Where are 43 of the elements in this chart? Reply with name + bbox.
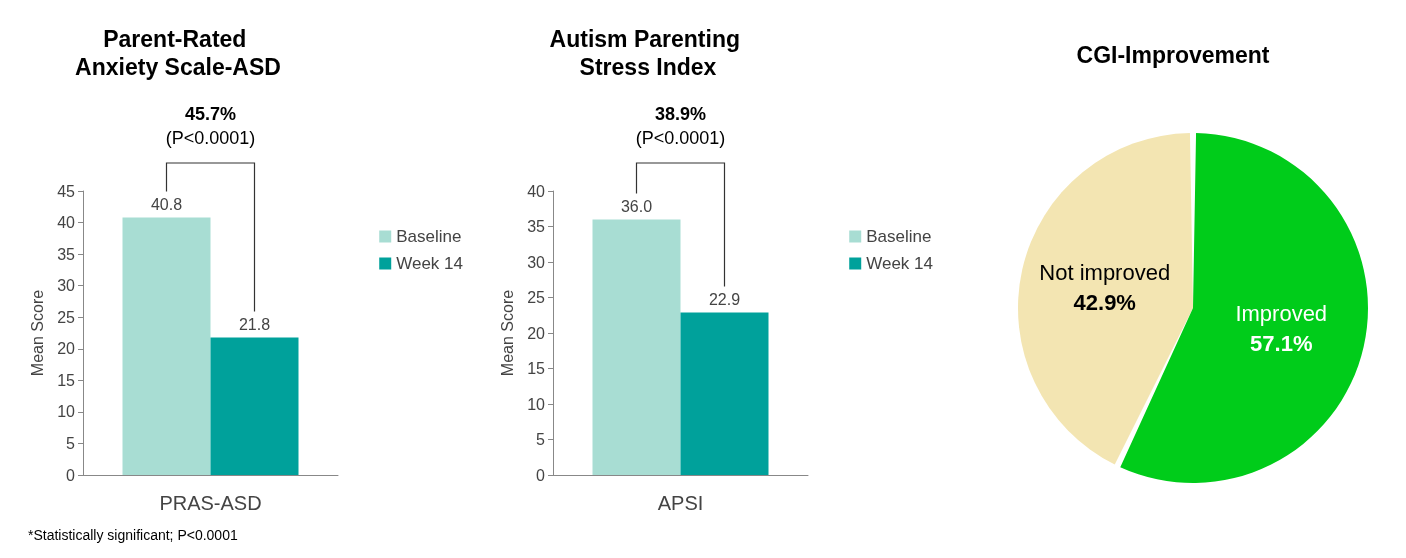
y-axis-title: Mean Score [498, 289, 516, 377]
y-tick-label: 30 [527, 253, 546, 271]
y-tick-label: 0 [536, 466, 546, 484]
y-tick-label: 35 [57, 245, 76, 263]
x-tick-label: APSI [657, 492, 704, 514]
text: (P<0.0001) [635, 128, 726, 148]
legend-label: Week 14 [866, 254, 933, 273]
y-tick-label: 10 [527, 395, 546, 413]
y-tick-label: 25 [527, 289, 546, 306]
y-axis-title: Mean Score [28, 289, 46, 377]
x-tick-label: PRAS-ASD [159, 492, 262, 514]
y-tick-label: 40 [527, 182, 546, 200]
y-tick-label: 30 [57, 277, 76, 295]
data-label: 21.8 [238, 315, 271, 333]
data-label: 36.0 [620, 197, 653, 215]
chart-title: Parent-Rated Anxiety Scale-ASD [75, 26, 281, 80]
y-tick-label: 40 [57, 214, 76, 232]
y-tick-label: 45 [57, 182, 76, 200]
chart-title: CGI-Improvement [1076, 41, 1270, 68]
slice-label: Not improved [1039, 260, 1171, 286]
legend-label: Baseline [866, 227, 932, 246]
y-tick-label: 20 [527, 324, 546, 342]
y-tick-label: 15 [57, 371, 76, 389]
text: *Statistically significant; P<0.0001 [28, 527, 238, 543]
legend-label: Baseline [396, 227, 462, 246]
slice-label: Improved [1235, 300, 1328, 326]
data-label: 40.8 [150, 196, 183, 214]
text: 45.7% [184, 104, 237, 124]
data-label: 22.9 [708, 290, 741, 308]
legend-label: Week 14 [396, 254, 463, 273]
data-label: 57.1% [1250, 330, 1313, 356]
y-tick-label: 20 [57, 340, 76, 358]
y-tick-label: 5 [536, 431, 546, 448]
text: 38.9% [654, 104, 707, 124]
y-tick-label: 35 [527, 218, 546, 235]
y-tick-label: 5 [66, 434, 76, 452]
y-tick-label: 10 [57, 403, 76, 421]
y-tick-label: 15 [527, 360, 546, 377]
y-tick-label: 0 [66, 466, 76, 484]
y-tick-label: 25 [57, 308, 76, 326]
text: (P<0.0001) [165, 128, 256, 148]
chart-title: Autism Parenting Stress Index [549, 26, 747, 80]
data-label: 42.9% [1073, 290, 1136, 316]
